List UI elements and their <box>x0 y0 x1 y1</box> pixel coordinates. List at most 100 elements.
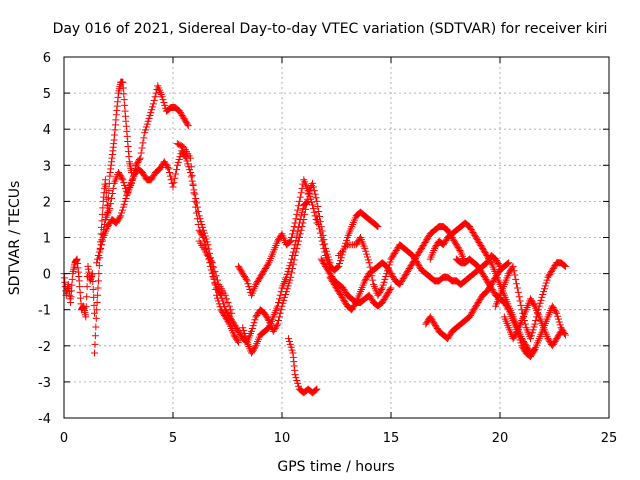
data-point <box>160 158 168 166</box>
data-point <box>172 170 180 178</box>
data-point <box>298 223 306 231</box>
data-point <box>149 173 157 181</box>
data-point <box>376 288 384 296</box>
data-point <box>140 134 148 142</box>
series-arc16 <box>452 255 569 361</box>
data-point <box>333 285 341 293</box>
data-point <box>475 297 483 305</box>
data-point <box>527 332 535 340</box>
y-tick-label: 3 <box>43 159 51 174</box>
data-point <box>174 158 182 166</box>
data-point <box>468 227 476 235</box>
data-point <box>234 337 242 345</box>
data-point <box>148 174 156 182</box>
data-point <box>474 237 482 245</box>
data-point <box>186 166 194 174</box>
data-point <box>504 259 512 267</box>
data-point <box>528 298 536 306</box>
data-point <box>279 299 287 307</box>
data-point <box>363 272 371 280</box>
data-point <box>218 294 226 302</box>
data-point <box>416 247 424 255</box>
data-point <box>180 114 188 122</box>
data-point <box>380 278 388 286</box>
data-point <box>319 241 327 249</box>
data-point <box>147 109 155 117</box>
data-point <box>554 332 562 340</box>
data-point <box>387 284 395 292</box>
data-point <box>378 298 386 306</box>
data-point <box>286 276 294 284</box>
data-point <box>304 197 312 205</box>
data-point <box>504 304 512 312</box>
data-point <box>254 310 262 318</box>
data-point <box>484 253 492 261</box>
data-point <box>242 335 250 343</box>
data-point <box>561 262 569 270</box>
data-point <box>556 321 564 329</box>
data-point <box>192 203 200 211</box>
data-point <box>94 255 102 263</box>
data-point <box>175 156 183 164</box>
data-point <box>503 260 511 268</box>
data-point <box>183 157 191 165</box>
data-point <box>276 309 284 317</box>
data-point <box>424 234 432 242</box>
data-point <box>382 272 390 280</box>
data-point <box>423 319 431 327</box>
data-point <box>475 239 483 247</box>
data-point <box>452 241 460 249</box>
data-point <box>286 262 294 270</box>
data-point <box>476 265 484 273</box>
data-point <box>248 324 256 332</box>
data-point <box>544 335 552 343</box>
data-point <box>115 170 123 178</box>
data-point <box>261 311 269 319</box>
data-point <box>93 298 101 306</box>
data-point <box>311 387 319 395</box>
data-point <box>295 202 303 210</box>
data-point <box>390 249 398 257</box>
data-point <box>450 236 458 244</box>
data-point <box>117 212 125 220</box>
data-point <box>390 251 398 259</box>
data-point <box>361 277 369 285</box>
data-point <box>242 275 250 283</box>
data-point <box>314 202 322 210</box>
data-point <box>210 263 218 271</box>
data-point <box>291 371 299 379</box>
data-point <box>223 309 231 317</box>
data-point <box>141 129 149 137</box>
data-point <box>328 276 336 284</box>
data-point <box>313 212 321 220</box>
data-point <box>139 170 147 178</box>
data-point <box>313 219 321 227</box>
data-point <box>161 159 169 167</box>
data-point <box>239 270 247 278</box>
data-point <box>291 241 299 249</box>
data-point <box>166 172 174 180</box>
data-point <box>365 259 373 267</box>
data-point <box>470 230 478 238</box>
data-point <box>195 226 203 234</box>
data-point <box>277 288 285 296</box>
data-point <box>223 295 231 303</box>
data-point <box>411 256 419 264</box>
data-point <box>254 278 262 286</box>
data-point <box>96 248 104 256</box>
data-point <box>489 287 497 295</box>
data-point <box>446 330 454 338</box>
data-point <box>97 241 105 249</box>
data-point <box>551 337 559 345</box>
data-point <box>275 317 283 325</box>
data-point <box>421 239 429 247</box>
data-point <box>515 293 523 301</box>
data-point <box>189 180 197 188</box>
data-point <box>161 101 169 109</box>
data-point <box>212 281 220 289</box>
data-point <box>232 334 240 342</box>
data-point <box>547 267 555 275</box>
data-point <box>295 219 303 227</box>
data-point <box>293 376 301 384</box>
data-point <box>334 286 342 294</box>
